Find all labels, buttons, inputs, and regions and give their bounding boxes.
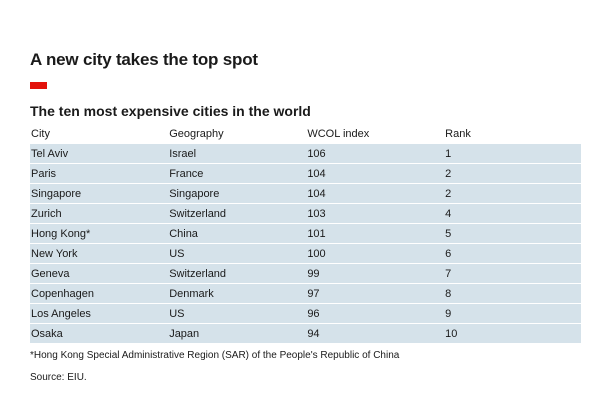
cell-city: Los Angeles [30,303,169,324]
cell-wcol-index: 104 [306,183,445,204]
table-row: Singapore Singapore 104 2 [30,183,581,204]
cell-wcol-index: 94 [306,323,445,343]
cell-city: Copenhagen [30,283,169,304]
cell-geography: US [168,303,307,324]
cell-geography: US [168,243,307,264]
cell-geography: Switzerland [168,263,307,284]
column-header-geography: Geography [169,128,224,140]
table-row: Osaka Japan 94 10 [30,323,581,343]
cell-wcol-index: 103 [306,203,445,224]
cell-wcol-index: 104 [306,163,445,184]
cell-geography: Japan [168,323,307,343]
cell-city: Paris [30,163,169,184]
cell-rank: 2 [444,183,581,204]
cell-geography: Denmark [168,283,307,304]
cell-rank: 10 [444,323,581,343]
cell-wcol-index: 106 [306,143,445,164]
column-header-rank: Rank [445,128,471,140]
cell-wcol-index: 97 [306,283,445,304]
data-table: City Geography WCOL index Rank Tel Aviv I… [30,125,581,343]
chart-title: A new city takes the top spot [30,50,258,69]
column-header-city: City [31,128,50,140]
cell-rank: 2 [444,163,581,184]
cell-rank: 9 [444,303,581,324]
cell-geography: Israel [168,143,307,164]
cell-rank: 7 [444,263,581,284]
table-row: Zurich Switzerland 103 4 [30,203,581,224]
cell-wcol-index: 100 [306,243,445,264]
cell-city: Tel Aviv [30,143,169,164]
cell-rank: 6 [444,243,581,264]
cell-geography: France [168,163,307,184]
cell-city: Hong Kong* [30,223,169,244]
table-header: City Geography WCOL index Rank [30,125,581,144]
cell-rank: 5 [444,223,581,244]
cell-geography: Switzerland [168,203,307,224]
source-note: Source: EIU. [30,372,87,383]
table-row: Hong Kong* China 101 5 [30,223,581,244]
footnote: *Hong Kong Special Administrative Region… [30,350,400,361]
cell-geography: Singapore [168,183,307,204]
cell-wcol-index: 99 [306,263,445,284]
header-row: City Geography WCOL index Rank [30,125,581,144]
table-row: Los Angeles US 96 9 [30,303,581,324]
cell-wcol-index: 96 [306,303,445,324]
cell-city: Osaka [30,323,169,343]
cell-city: Singapore [30,183,169,204]
cell-city: Zurich [30,203,169,224]
column-header-wcol-index: WCOL index [307,128,370,140]
cell-city: New York [30,243,169,264]
cell-city: Geneva [30,263,169,284]
cell-rank: 4 [444,203,581,224]
table-row: Paris France 104 2 [30,163,581,184]
accent-bar [30,82,47,89]
table-row: Tel Aviv Israel 106 1 [30,143,581,164]
cell-wcol-index: 101 [306,223,445,244]
table-row: Copenhagen Denmark 97 8 [30,283,581,304]
cell-rank: 8 [444,283,581,304]
table-body: Tel Aviv Israel 106 1 Paris France 104 2 Singapo… [30,143,581,343]
table-row: Geneva Switzerland 99 7 [30,263,581,284]
table-row: New York US 100 6 [30,243,581,264]
cell-rank: 1 [444,143,581,164]
data-table-container: City Geography WCOL index Rank Tel Aviv I… [30,125,581,343]
chart-subtitle: The ten most expensive cities in the wor… [30,103,311,119]
cell-geography: China [168,223,307,244]
